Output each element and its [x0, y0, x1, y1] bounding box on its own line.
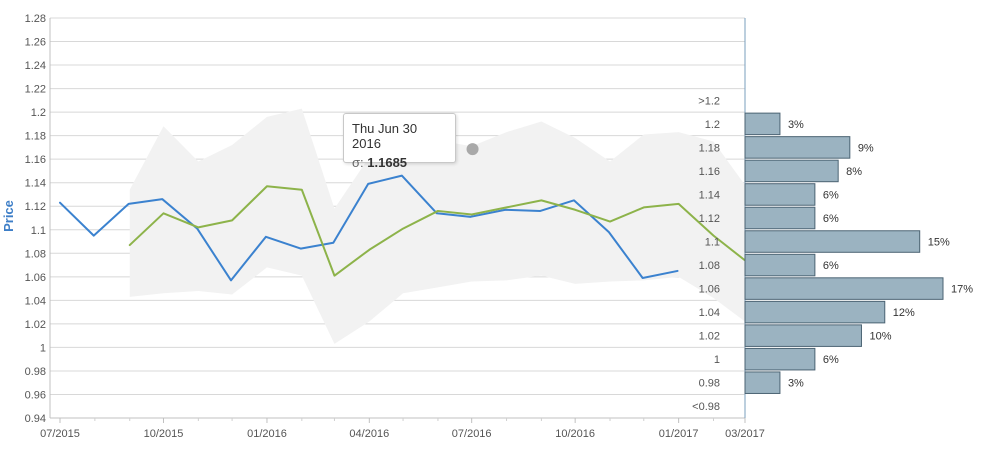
histogram-percent-label: 6% [823, 260, 839, 272]
y-tick-label: 1.1 [31, 225, 46, 237]
tooltip: Thu Jun 30 2016 σ: 1.1685 [343, 113, 456, 170]
x-tick-label: 10/2016 [555, 428, 595, 440]
histogram-bin-label: 1.02 [699, 331, 720, 343]
x-tick-label: 01/2016 [247, 428, 287, 440]
x-tick-label: 07/2015 [40, 428, 80, 440]
histogram-bar [744, 347, 816, 371]
y-axis-title: Price [1, 200, 16, 232]
y-tick-label: 1.22 [25, 84, 46, 96]
histogram-bar [744, 112, 781, 136]
histogram-bar [744, 324, 862, 347]
histogram-bin-label: <0.98 [692, 401, 720, 413]
axis-layer: 0.94 0.96 0.98 1 1.02 1.04 1.06 1.08 1.1 1.12 1.14… [25, 13, 765, 440]
x-tick-label: 03/2017 [725, 428, 765, 440]
histogram-bar [744, 206, 816, 230]
series-line-1 [59, 174, 679, 282]
histogram-percent-label: 8% [846, 166, 862, 178]
histogram-percent-label: 6% [823, 354, 839, 366]
y-tick-label: 1.04 [25, 295, 46, 307]
tooltip-value: 1.1685 [367, 155, 408, 170]
histogram-percent-label: 10% [869, 331, 891, 343]
hover-marker [466, 143, 479, 156]
histogram-bar [744, 371, 781, 394]
y-tick-label: 1.14 [25, 178, 46, 190]
y-tick-label: 0.96 [25, 389, 46, 401]
histogram-percent-label: 9% [858, 142, 874, 154]
hover-marker-layer [466, 143, 479, 156]
histogram-percent-label: 6% [823, 189, 839, 201]
histogram-percent-label: 12% [893, 307, 915, 319]
histogram-bar [744, 230, 921, 253]
range-band [129, 108, 745, 344]
series-layer [59, 174, 746, 282]
histogram-bar [744, 136, 851, 159]
y-tick-label: 1.08 [25, 248, 46, 260]
y-tick-label: 1.16 [25, 154, 46, 166]
histogram-bin-label: 1.06 [699, 284, 720, 296]
y-tick-label: 1.02 [25, 319, 46, 331]
y-tick-label: 1.26 [25, 37, 46, 49]
x-tick-label: 10/2015 [144, 428, 184, 440]
histogram-bin-label: 1.14 [699, 189, 720, 201]
y-tick-label: 1.24 [25, 60, 46, 72]
series-line-2 [128, 185, 746, 277]
histogram-bin-label: 1.2 [705, 119, 720, 131]
histogram-bin-label: 1.12 [699, 213, 720, 225]
histogram-bin-label: 0.98 [699, 378, 720, 390]
y-tick-label: 1.18 [25, 131, 46, 143]
distribution-histogram: >1.2 1.2 3% 1.18 9% 1.16 8% 1.14 6% 1.12 6% 1.1 15% 1… [692, 95, 973, 413]
y-tick-label: 1 [40, 342, 46, 354]
range-band-layer [129, 108, 745, 344]
histogram-percent-label: 3% [788, 119, 804, 131]
y-tick-label: 1.28 [25, 13, 46, 25]
histogram-percent-label: 17% [951, 284, 973, 296]
x-tick-label: 07/2016 [452, 428, 492, 440]
x-tick-label: 04/2016 [349, 428, 389, 440]
histogram-bar [744, 253, 816, 277]
histogram-percent-label: 15% [928, 237, 950, 249]
histogram-bin-label: 1.18 [699, 142, 720, 154]
histogram-percent-label: 6% [823, 213, 839, 225]
histogram-bin-label: >1.2 [698, 95, 720, 107]
x-tick-label: 01/2017 [659, 428, 699, 440]
histogram-percent-label: 3% [788, 378, 804, 390]
y-tick-label: 0.94 [25, 413, 46, 425]
histogram-bin-label: 1.08 [699, 260, 720, 272]
y-tick-label: 1.12 [25, 201, 46, 213]
histogram-bin-label: 1.16 [699, 166, 720, 178]
y-tick-label: 1.06 [25, 272, 46, 284]
histogram-bar [744, 159, 839, 183]
tooltip-date: Thu Jun 30 2016 [352, 121, 418, 151]
tooltip-key: σ: [352, 155, 364, 170]
histogram-bar [744, 277, 944, 300]
histogram-bin-label: 1 [714, 354, 720, 366]
y-tick-label: 1.2 [31, 107, 46, 119]
histogram-bin-label: 1.1 [705, 237, 720, 249]
histogram-bin-label: 1.04 [699, 307, 720, 319]
y-tick-label: 0.98 [25, 366, 46, 378]
histogram-bar [744, 300, 886, 324]
histogram-bar [744, 183, 816, 206]
